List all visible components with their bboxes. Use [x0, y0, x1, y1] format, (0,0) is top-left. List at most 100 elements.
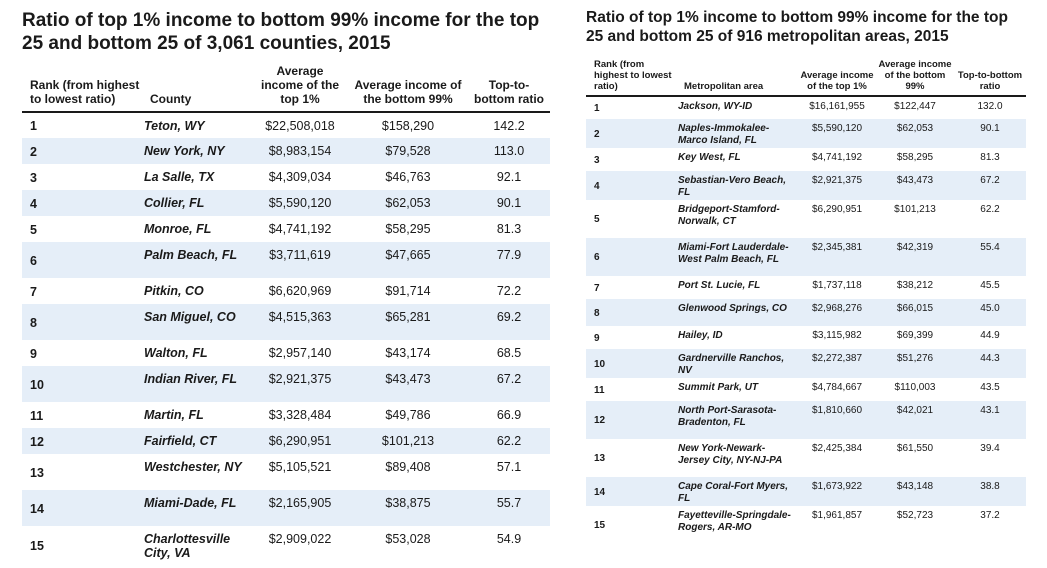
rank-cell: 13	[30, 465, 44, 480]
top-income-cell: $6,620,969	[268, 284, 332, 298]
ratio-cell: 37.2	[980, 510, 1000, 521]
bottom-income-cell: $46,763	[385, 170, 431, 184]
name-cell: Fairfield, CT	[144, 434, 217, 448]
name-cell: Jackson, WY-ID	[678, 101, 753, 112]
rank-cell: 6	[30, 253, 37, 268]
top-income-cell: $6,290,951	[268, 434, 332, 448]
counties-table: Rank (from highest to lowest ratio) Coun…	[22, 55, 550, 565]
bottom-income-header: Average income of the bottom 99%	[878, 59, 952, 92]
name-cell: Bridgeport-Stamford-Norwalk, CT	[678, 204, 780, 227]
bottom-income-cell: $101,213	[381, 434, 435, 448]
rank-cell: 3	[594, 154, 600, 166]
top-income-cell: $2,968,276	[811, 303, 863, 314]
bottom-income-cell: $42,319	[896, 242, 934, 253]
table-row: 7 Pitkin, CO $6,620,969 $91,714 72.2	[22, 278, 550, 304]
name-cell: Sebastian-Vero Beach, FL	[678, 175, 787, 198]
bottom-income-cell: $65,281	[385, 310, 431, 324]
top-income-cell: $2,272,387	[811, 353, 863, 364]
metros-table-body: 1 Jackson, WY-ID $16,161,955 $122,447 132.0 2…	[586, 96, 1026, 544]
rank-cell: 14	[594, 486, 606, 498]
top-income-cell: $2,921,375	[268, 372, 332, 386]
rank-cell: 1	[30, 119, 37, 133]
top-income-cell: $1,961,857	[811, 510, 863, 521]
ratio-cell: 39.4	[980, 443, 1000, 454]
name-cell: Naples-Immokalee-Marco Island, FL	[678, 123, 770, 146]
table-row: 8 Glenwood Springs, CO $2,968,276 $66,015 45…	[586, 299, 1026, 326]
metros-panel: Ratio of top 1% income to bottom 99% inc…	[586, 0, 1026, 544]
bottom-income-cell: $91,714	[385, 284, 431, 298]
name-cell: Miami-Dade, FL	[144, 496, 237, 510]
bottom-income-cell: $69,399	[896, 330, 934, 341]
name-cell: Charlottesville City, VA	[144, 532, 231, 560]
name-cell: Westchester, NY	[144, 460, 242, 474]
table-row: 6 Palm Beach, FL $3,711,619 $47,665 77.9	[22, 242, 550, 278]
ratio-cell: 67.2	[980, 175, 1000, 186]
name-cell: New York-Newark-Jersey City, NY-NJ-PA	[678, 443, 783, 466]
rank-cell: 7	[594, 282, 600, 294]
ratio-cell: 38.8	[980, 481, 1000, 492]
name-cell: Summit Park, UT	[678, 382, 759, 393]
rank-cell: 9	[30, 346, 37, 361]
table-row: 12 Fairfield, CT $6,290,951 $101,213 62.2	[22, 428, 550, 454]
rank-cell: 6	[594, 252, 600, 264]
rank-cell: 8	[594, 307, 600, 319]
rank-header: Rank (from highest to lowest ratio)	[30, 78, 140, 106]
bottom-income-cell: $79,528	[385, 144, 431, 158]
rank-cell: 2	[30, 144, 37, 159]
rank-cell: 4	[594, 180, 600, 192]
table-row: 14 Miami-Dade, FL $2,165,905 $38,875 55.7	[22, 490, 550, 526]
bottom-income-cell: $47,665	[385, 248, 431, 262]
ratio-cell: 43.1	[980, 405, 1000, 416]
metros-header-row: Rank (from highest to lowest ratio) Metr…	[586, 50, 1026, 96]
ratio-header: Top-to-bottom ratio	[957, 70, 1023, 92]
table-row: 13 Westchester, NY $5,105,521 $89,408 57.1	[22, 454, 550, 490]
bottom-income-cell: $62,053	[896, 123, 934, 134]
table-row: 15 Fayetteville-Springdale-Rogers, AR-MO $…	[586, 506, 1026, 544]
top-income-cell: $3,328,484	[268, 408, 332, 422]
table-row: 5 Bridgeport-Stamford-Norwalk, CT $6,290,9…	[586, 200, 1026, 238]
bottom-income-cell: $51,276	[896, 353, 934, 364]
top-income-cell: $4,741,192	[268, 222, 332, 236]
rank-cell: 5	[594, 214, 600, 226]
top-income-cell: $4,784,667	[811, 382, 863, 393]
name-cell: La Salle, TX	[144, 170, 215, 184]
rank-cell: 12	[594, 415, 606, 427]
rank-cell: 3	[30, 170, 37, 185]
ratio-cell: 81.3	[980, 152, 1000, 163]
rank-cell: 11	[30, 408, 44, 423]
counties-panel: Ratio of top 1% income to bottom 99% inc…	[22, 0, 550, 565]
bottom-income-cell: $43,473	[385, 372, 431, 386]
ratio-cell: 55.7	[496, 496, 522, 510]
table-row: 3 La Salle, TX $4,309,034 $46,763 92.1	[22, 164, 550, 190]
rank-cell: 15	[30, 539, 44, 553]
metro-header: Metropolitan area	[684, 81, 764, 92]
table-row: 13 New York-Newark-Jersey City, NY-NJ-PA $…	[586, 439, 1026, 477]
top-income-cell: $22,508,018	[265, 119, 335, 133]
name-cell: New York, NY	[144, 144, 225, 158]
county-header: County	[150, 92, 192, 106]
bottom-income-cell: $43,473	[896, 175, 934, 186]
name-cell: Port St. Lucie, FL	[678, 280, 761, 291]
ratio-cell: 55.4	[980, 242, 1000, 253]
name-cell: Miami-Fort Lauderdale-West Palm Beach, F…	[678, 242, 789, 265]
bottom-income-cell: $62,053	[385, 196, 431, 210]
ratio-header: Top-to-bottom ratio	[474, 78, 544, 106]
table-row: 12 North Port-Sarasota-Bradenton, FL $1,81…	[586, 401, 1026, 439]
ratio-cell: 45.0	[980, 303, 1000, 314]
ratio-cell: 62.2	[496, 434, 522, 448]
table-row: 4 Collier, FL $5,590,120 $62,053 90.1	[22, 190, 550, 216]
ratio-cell: 45.5	[980, 280, 1000, 291]
bottom-income-cell: $42,021	[896, 405, 934, 416]
ratio-cell: 43.5	[980, 382, 1000, 393]
top-income-cell: $8,983,154	[268, 144, 332, 158]
top-income-cell: $2,425,384	[811, 443, 863, 454]
rank-cell: 11	[594, 384, 605, 396]
rank-cell: 9	[594, 332, 600, 344]
rank-header: Rank (from highest to lowest ratio)	[594, 59, 672, 92]
ratio-cell: 92.1	[496, 170, 522, 184]
ratio-cell: 57.1	[496, 460, 522, 474]
table-row: 9 Walton, FL $2,957,140 $43,174 68.5	[22, 340, 550, 366]
top-income-cell: $5,105,521	[268, 460, 332, 474]
rank-cell: 4	[30, 196, 37, 211]
top-income-cell: $5,590,120	[268, 196, 332, 210]
